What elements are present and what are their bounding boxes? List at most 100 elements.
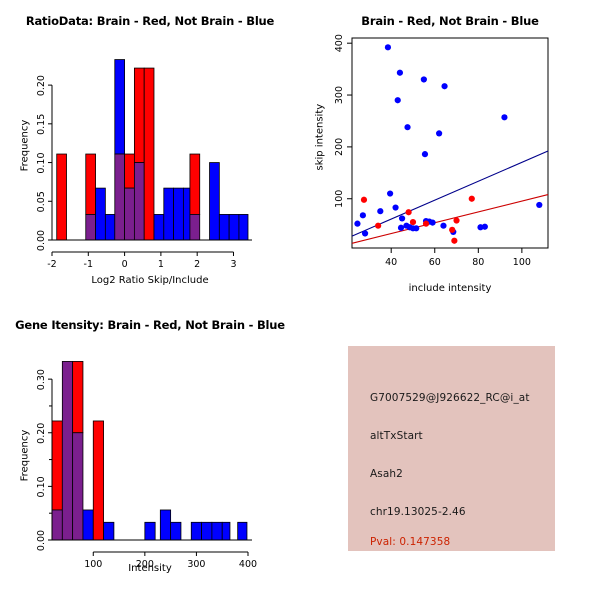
scatter-point [361, 230, 369, 237]
scatter-point [413, 225, 420, 232]
probe-id-text: G7007529@J926622_RC@i_at [370, 392, 530, 404]
histogram-bar [103, 521, 115, 541]
y-tick-label: 400 [334, 34, 345, 52]
histogram-bar [143, 67, 155, 241]
scatter-point [453, 217, 460, 224]
histogram-bar [85, 153, 96, 215]
ratio-histogram-y-axis-label: Frequency [19, 119, 31, 172]
ratio-histogram-panel: RatioData: Brain - Red, Not Brain - Blue… [0, 0, 300, 300]
scatter-point [404, 124, 411, 131]
histogram-bar [237, 521, 248, 541]
histogram-bar [95, 187, 106, 241]
intensity-scatter-panel: Brain - Red, Not Brain - Blue skip inten… [300, 0, 600, 300]
histogram-bar [114, 59, 125, 155]
histogram-bar [189, 153, 201, 215]
scatter-point [384, 44, 392, 51]
x-tick-label: 300 [187, 559, 205, 570]
histogram-bar [209, 162, 220, 241]
histogram-bar [218, 214, 230, 241]
scatter-point [397, 224, 405, 231]
y-tick-label: 0.10 [36, 476, 47, 497]
x-tick-label: 400 [239, 559, 257, 570]
y-tick-label: 0.20 [36, 75, 47, 96]
scatter-point [375, 222, 382, 229]
histogram-bar-overlap [61, 361, 74, 541]
scatter-point [536, 201, 543, 209]
regression-line [351, 150, 549, 237]
scatter-point [436, 130, 443, 137]
y-tick-label: 200 [334, 138, 345, 156]
histogram-bar [163, 187, 174, 241]
y-tick-label: 0.10 [36, 152, 47, 173]
gene-intensity-y-axis-label: Frequency [19, 429, 31, 482]
histogram-bar [170, 521, 182, 541]
svg-ratio-bars [56, 59, 249, 241]
y-tick-label: 0.30 [36, 369, 47, 390]
histogram-bar [159, 509, 172, 541]
ratio-histogram-canvas: 0.00 0.05 0.10 0.15 0.20 -2 -1 0 1 2 3 [36, 59, 252, 270]
histogram-bar [190, 521, 202, 541]
histogram-bar [173, 187, 184, 241]
scatter-point [422, 220, 430, 227]
scatter-point [421, 151, 429, 158]
x-tick-label: 3 [230, 259, 236, 270]
locus-text: chr19.13025-2.46 [370, 506, 466, 518]
scatter-point [387, 190, 394, 197]
histogram-bar [201, 521, 213, 541]
histogram-bar [82, 509, 94, 541]
histogram-bar [228, 214, 240, 241]
gene-intensity-histogram-panel: Gene Itensity: Brain - Red, Not Brain - … [0, 300, 300, 600]
histogram-bar-overlap [85, 214, 96, 241]
y-tick-label: 0.00 [36, 530, 47, 551]
scatter-point [420, 76, 427, 83]
scatter-point [377, 208, 384, 215]
histogram-bar [211, 521, 223, 541]
plot-border [351, 37, 549, 249]
histogram-bar [238, 214, 249, 241]
scatter-point [409, 218, 417, 226]
y-tick-label: 0.05 [36, 191, 47, 212]
histogram-bar [133, 67, 145, 163]
scatter-point [441, 83, 448, 90]
y-tick-label: 100 [334, 190, 345, 208]
gene-intensity-histogram-canvas: 0.00 0.10 0.20 0.30 100 200 300 400 [36, 361, 257, 570]
scatter-point [360, 196, 368, 203]
gene-info-box: G7007529@J926622_RC@i_at altTxStart Asah… [348, 346, 555, 551]
histogram-bar [104, 214, 116, 241]
gene-symbol-text: Asah2 [370, 468, 403, 480]
histogram-bar [153, 214, 165, 241]
histogram-bar [182, 187, 191, 241]
histogram-bar-overlap [72, 432, 84, 541]
scatter-point [405, 209, 412, 216]
scatter-point [392, 204, 399, 211]
gene-info-panel: G7007529@J926622_RC@i_at altTxStart Asah… [300, 300, 600, 600]
x-tick-label: -1 [84, 259, 93, 270]
scatter-point [429, 219, 436, 226]
scatter-point [396, 69, 404, 76]
ratio-histogram-x-axis-label: Log2 Ratio Skip/Include [91, 275, 209, 286]
x-tick-label: 60 [429, 257, 441, 268]
y-tick-label: 0.00 [36, 230, 47, 251]
x-tick-label: 0 [122, 259, 128, 270]
x-tick-label: 40 [385, 257, 397, 268]
event-type-text: altTxStart [370, 430, 423, 442]
intensity-scatter-x-axis-label: include intensity [408, 283, 492, 294]
intensity-scatter-y-axis-label: skip intensity [314, 103, 326, 171]
histogram-bar-overlap [133, 162, 145, 241]
histogram-bar [221, 521, 231, 541]
x-tick-label: 100 [84, 559, 102, 570]
histogram-bar [92, 420, 104, 541]
regression-line [351, 194, 549, 244]
x-tick-label: 1 [158, 259, 164, 270]
x-tick-label: 200 [136, 559, 154, 570]
x-tick-label: -2 [47, 259, 56, 270]
histogram-bar [56, 153, 67, 241]
y-tick-label: 0.15 [36, 114, 47, 135]
histogram-bar-overlap [124, 187, 135, 241]
scatter-point [481, 223, 488, 230]
scatter-point [451, 237, 458, 244]
histogram-bar [144, 521, 156, 541]
x-tick-label: 80 [472, 257, 484, 268]
svg-gene-bars [51, 361, 248, 541]
scatter-point [398, 215, 406, 222]
